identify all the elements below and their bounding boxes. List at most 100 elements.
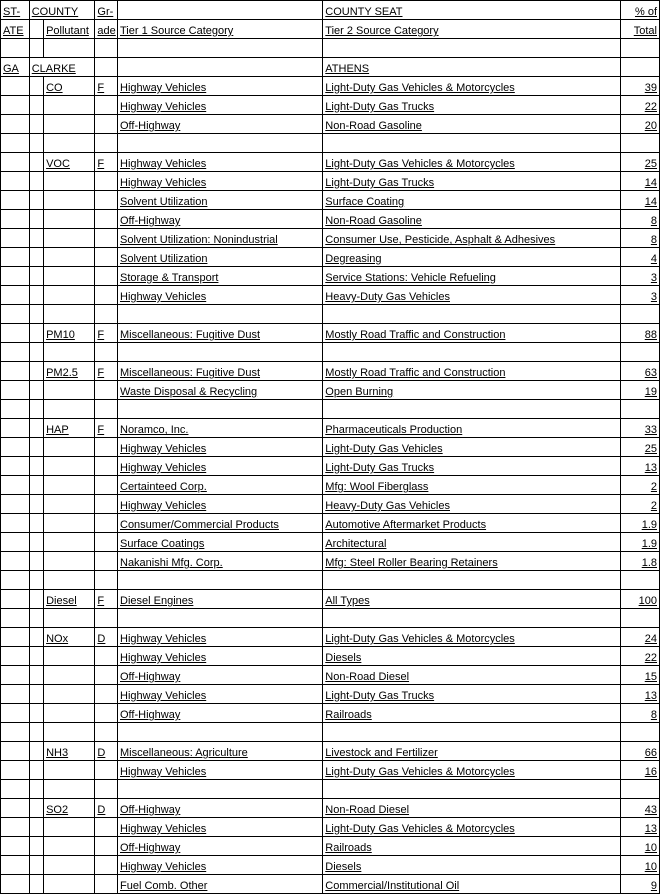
- pct-cell: 20: [620, 115, 659, 134]
- tier1-cell: Highway Vehicles: [118, 172, 323, 191]
- cell-blank: [1, 362, 30, 381]
- cell-blank: [95, 780, 118, 799]
- cell-blank: [44, 495, 95, 514]
- cell-blank: [1, 875, 30, 894]
- cell-blank: [95, 476, 118, 495]
- tier2-cell: Light-Duty Gas Vehicles & Motorcycles: [323, 761, 621, 780]
- tier2-cell: Service Stations: Vehicle Refueling: [323, 267, 621, 286]
- pct-cell: 8: [620, 210, 659, 229]
- tier1-cell: Highway Vehicles: [118, 685, 323, 704]
- cell-blank: [29, 419, 43, 438]
- cell-blank: [323, 134, 621, 153]
- cell-blank: [29, 666, 43, 685]
- tier1-cell: Highway Vehicles: [118, 153, 323, 172]
- tier2-cell: Automotive Aftermarket Products: [323, 514, 621, 533]
- cell-blank: [118, 780, 323, 799]
- cell-blank: [44, 609, 95, 628]
- cell-blank: [44, 457, 95, 476]
- cell-blank: [95, 210, 118, 229]
- cell-blank: [95, 609, 118, 628]
- cell-blank: [620, 571, 659, 590]
- tier1-cell: Highway Vehicles: [118, 856, 323, 875]
- cell-blank: [1, 153, 30, 172]
- cell-blank: [29, 552, 43, 571]
- cell-blank: [29, 495, 43, 514]
- cell-blank: [95, 96, 118, 115]
- pct-cell: 19: [620, 381, 659, 400]
- cell-blank: [323, 723, 621, 742]
- hdr-tier2-2: Tier 2 Source Category: [323, 20, 621, 39]
- pct-cell: 3: [620, 286, 659, 305]
- cell-blank: [44, 229, 95, 248]
- tier1-cell: Fuel Comb. Other: [118, 875, 323, 894]
- tier1-cell: Miscellaneous: Agriculture: [118, 742, 323, 761]
- hdr-tier1-2: Tier 1 Source Category: [118, 20, 323, 39]
- tier2-cell: Heavy-Duty Gas Vehicles: [323, 495, 621, 514]
- tier1-cell: Noramco, Inc.: [118, 419, 323, 438]
- tier1-cell: Miscellaneous: Fugitive Dust: [118, 324, 323, 343]
- grade-label: F: [95, 77, 118, 96]
- region-seat: ATHENS: [323, 58, 621, 77]
- cell-blank: [95, 134, 118, 153]
- tier2-cell: Light-Duty Gas Trucks: [323, 172, 621, 191]
- tier2-cell: All Types: [323, 590, 621, 609]
- cell-blank: [1, 134, 30, 153]
- hdr-county: COUNTY: [29, 1, 95, 20]
- cell-blank: [29, 39, 43, 58]
- grade-label: D: [95, 628, 118, 647]
- tier1-cell: Highway Vehicles: [118, 438, 323, 457]
- cell-blank: [29, 305, 43, 324]
- cell-blank: [95, 400, 118, 419]
- tier1-cell: Highway Vehicles: [118, 96, 323, 115]
- cell-blank: [44, 514, 95, 533]
- tier1-cell: Consumer/Commercial Products: [118, 514, 323, 533]
- cell-blank: [95, 191, 118, 210]
- cell-blank: [29, 20, 43, 39]
- pct-cell: 13: [620, 818, 659, 837]
- cell-blank: [1, 305, 30, 324]
- tier2-cell: Surface Coating: [323, 191, 621, 210]
- cell-blank: [95, 666, 118, 685]
- cell-blank: [29, 248, 43, 267]
- cell-blank: [620, 609, 659, 628]
- cell-blank: [118, 723, 323, 742]
- cell-blank: [1, 704, 30, 723]
- cell-blank: [29, 799, 43, 818]
- cell-blank: [44, 666, 95, 685]
- cell-blank: [118, 39, 323, 58]
- cell-blank: [44, 39, 95, 58]
- tier2-cell: Consumer Use, Pesticide, Asphalt & Adhes…: [323, 229, 621, 248]
- tier2-cell: Light-Duty Gas Vehicles & Motorcycles: [323, 153, 621, 172]
- cell-blank: [1, 210, 30, 229]
- cell-blank: [44, 476, 95, 495]
- cell-blank: [1, 381, 30, 400]
- cell-blank: [29, 172, 43, 191]
- cell-blank: [29, 856, 43, 875]
- pct-cell: 33: [620, 419, 659, 438]
- cell-blank: [29, 704, 43, 723]
- cell-blank: [620, 400, 659, 419]
- cell-blank: [95, 438, 118, 457]
- cell-blank: [44, 723, 95, 742]
- cell-blank: [29, 609, 43, 628]
- pollutant-label: PM10: [44, 324, 95, 343]
- tier2-cell: Light-Duty Gas Vehicles & Motorcycles: [323, 77, 621, 96]
- cell-blank: [95, 39, 118, 58]
- cell-blank: [323, 571, 621, 590]
- tier2-cell: Livestock and Fertilizer: [323, 742, 621, 761]
- cell-blank: [29, 324, 43, 343]
- cell-blank: [44, 210, 95, 229]
- cell-blank: [620, 780, 659, 799]
- grade-label: F: [95, 419, 118, 438]
- tier2-cell: Light-Duty Gas Vehicles & Motorcycles: [323, 818, 621, 837]
- cell-blank: [29, 96, 43, 115]
- tier2-cell: Mfg: Wool Fiberglass: [323, 476, 621, 495]
- cell-blank: [1, 723, 30, 742]
- cell-blank: [95, 457, 118, 476]
- cell-blank: [118, 343, 323, 362]
- cell-blank: [44, 685, 95, 704]
- cell-blank: [1, 248, 30, 267]
- cell-blank: [29, 761, 43, 780]
- hdr-grade: Gr-: [95, 1, 118, 20]
- cell-blank: [1, 780, 30, 799]
